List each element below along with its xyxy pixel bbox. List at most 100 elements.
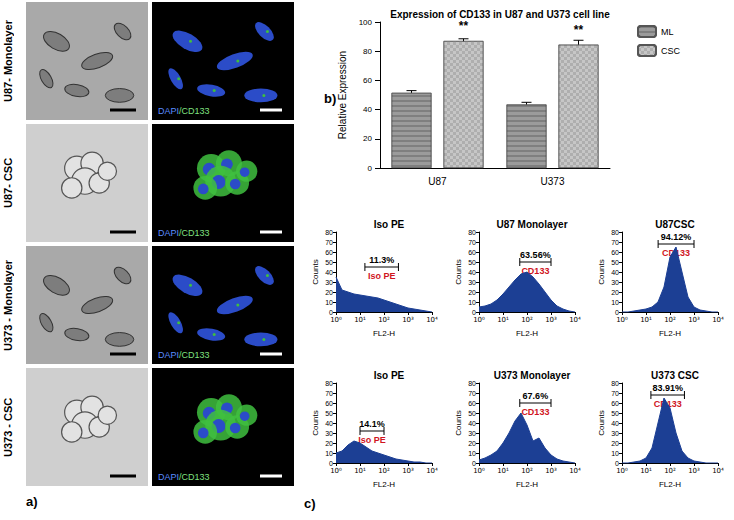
- svg-text:10¹: 10¹: [354, 316, 366, 324]
- svg-text:FL2-H: FL2-H: [659, 480, 681, 489]
- svg-text:30: 30: [611, 279, 619, 286]
- svg-text:10: 10: [325, 450, 333, 457]
- svg-text:20: 20: [363, 134, 372, 143]
- svg-text:Expression of CD133 in U87 and: Expression of CD133 in U87 and U373 cell…: [390, 9, 610, 20]
- svg-text:50: 50: [468, 259, 476, 266]
- svg-text:10¹: 10¹: [497, 467, 509, 475]
- svg-text:80: 80: [611, 229, 619, 236]
- svg-text:14.1%: 14.1%: [359, 419, 385, 429]
- svg-text:10¹: 10¹: [354, 467, 366, 475]
- svg-text:0: 0: [615, 309, 619, 316]
- svg-text:30: 30: [325, 279, 333, 286]
- svg-text:10³: 10³: [545, 316, 557, 324]
- svg-text:30: 30: [468, 430, 476, 437]
- svg-text:10⁴: 10⁴: [426, 467, 438, 475]
- svg-text:10⁴: 10⁴: [426, 316, 438, 324]
- svg-text:60: 60: [468, 249, 476, 256]
- svg-text:10³: 10³: [688, 467, 700, 475]
- svg-text:70: 70: [468, 390, 476, 397]
- svg-text:Counts: Counts: [597, 259, 606, 284]
- svg-text:70: 70: [325, 390, 333, 397]
- svg-text:70: 70: [468, 239, 476, 246]
- svg-text:FL2-H: FL2-H: [373, 329, 395, 338]
- svg-text:60: 60: [363, 76, 372, 85]
- svg-text:10⁰: 10⁰: [616, 316, 628, 324]
- svg-text:10⁴: 10⁴: [569, 316, 581, 324]
- svg-text:Iso PE: Iso PE: [368, 271, 396, 281]
- svg-text:ML: ML: [661, 27, 674, 37]
- svg-text:10³: 10³: [402, 467, 414, 475]
- svg-text:20: 20: [611, 289, 619, 296]
- svg-text:10³: 10³: [545, 467, 557, 475]
- svg-text:Counts: Counts: [311, 259, 320, 284]
- svg-text:20: 20: [468, 440, 476, 447]
- svg-text:94.12%: 94.12%: [661, 232, 692, 242]
- svg-text:**: **: [574, 23, 584, 37]
- svg-text:50: 50: [611, 259, 619, 266]
- svg-text:10⁴: 10⁴: [712, 467, 724, 475]
- svg-text:10⁰: 10⁰: [330, 467, 342, 475]
- svg-text:60: 60: [325, 249, 333, 256]
- svg-text:60: 60: [325, 400, 333, 407]
- svg-text:70: 70: [611, 239, 619, 246]
- svg-text:10⁰: 10⁰: [473, 467, 485, 475]
- svg-text:0: 0: [472, 460, 476, 467]
- svg-text:10: 10: [611, 299, 619, 306]
- svg-text:Counts: Counts: [454, 410, 463, 435]
- svg-text:FL2-H: FL2-H: [516, 329, 538, 338]
- svg-text:67.6%: 67.6%: [523, 391, 549, 401]
- svg-text:80: 80: [325, 380, 333, 387]
- svg-text:FL2-H: FL2-H: [373, 480, 395, 489]
- svg-text:Counts: Counts: [597, 410, 606, 435]
- svg-text:U87CSC: U87CSC: [655, 219, 694, 230]
- svg-text:b): b): [324, 91, 336, 106]
- svg-text:DAPI/CD133: DAPI/CD133: [158, 228, 210, 238]
- svg-text:50: 50: [325, 259, 333, 266]
- svg-text:80: 80: [363, 47, 372, 56]
- svg-text:DAPI/CD133: DAPI/CD133: [158, 106, 210, 116]
- svg-text:80: 80: [325, 229, 333, 236]
- svg-text:CSC: CSC: [661, 46, 681, 56]
- svg-text:0: 0: [329, 309, 333, 316]
- svg-text:10¹: 10¹: [497, 316, 509, 324]
- svg-text:10⁰: 10⁰: [330, 316, 342, 324]
- svg-text:20: 20: [468, 289, 476, 296]
- svg-text:70: 70: [611, 390, 619, 397]
- svg-text:80: 80: [611, 380, 619, 387]
- svg-text:FL2-H: FL2-H: [659, 329, 681, 338]
- svg-text:10²: 10²: [521, 467, 533, 475]
- svg-text:10⁰: 10⁰: [473, 316, 485, 324]
- svg-text:10⁰: 10⁰: [616, 467, 628, 475]
- svg-text:83.91%: 83.91%: [652, 383, 683, 393]
- svg-text:30: 30: [611, 430, 619, 437]
- svg-text:10³: 10³: [688, 316, 700, 324]
- svg-text:10²: 10²: [664, 467, 676, 475]
- svg-text:0: 0: [472, 309, 476, 316]
- svg-text:40: 40: [611, 420, 619, 427]
- svg-text:50: 50: [468, 410, 476, 417]
- svg-text:U373 Monolayer: U373 Monolayer: [494, 370, 571, 381]
- svg-text:DAPI/CD133: DAPI/CD133: [158, 350, 210, 360]
- svg-text:CD133: CD133: [521, 407, 549, 417]
- svg-text:20: 20: [611, 440, 619, 447]
- svg-text:U87: U87: [428, 176, 447, 187]
- svg-text:10⁴: 10⁴: [569, 467, 581, 475]
- svg-text:10: 10: [325, 299, 333, 306]
- svg-text:40: 40: [611, 269, 619, 276]
- svg-text:10¹: 10¹: [640, 467, 652, 475]
- svg-text:100: 100: [359, 18, 373, 27]
- svg-text:10²: 10²: [378, 316, 390, 324]
- svg-text:10²: 10²: [521, 316, 533, 324]
- svg-text:50: 50: [611, 410, 619, 417]
- svg-text:80: 80: [468, 380, 476, 387]
- svg-text:63.56%: 63.56%: [520, 250, 551, 260]
- svg-text:80: 80: [468, 229, 476, 236]
- svg-text:60: 60: [468, 400, 476, 407]
- svg-text:40: 40: [468, 420, 476, 427]
- svg-text:70: 70: [325, 239, 333, 246]
- svg-text:U373: U373: [541, 176, 565, 187]
- svg-text:0: 0: [615, 460, 619, 467]
- svg-text:10⁴: 10⁴: [712, 316, 724, 324]
- svg-text:Iso PE: Iso PE: [374, 370, 405, 381]
- svg-text:FL2-H: FL2-H: [516, 480, 538, 489]
